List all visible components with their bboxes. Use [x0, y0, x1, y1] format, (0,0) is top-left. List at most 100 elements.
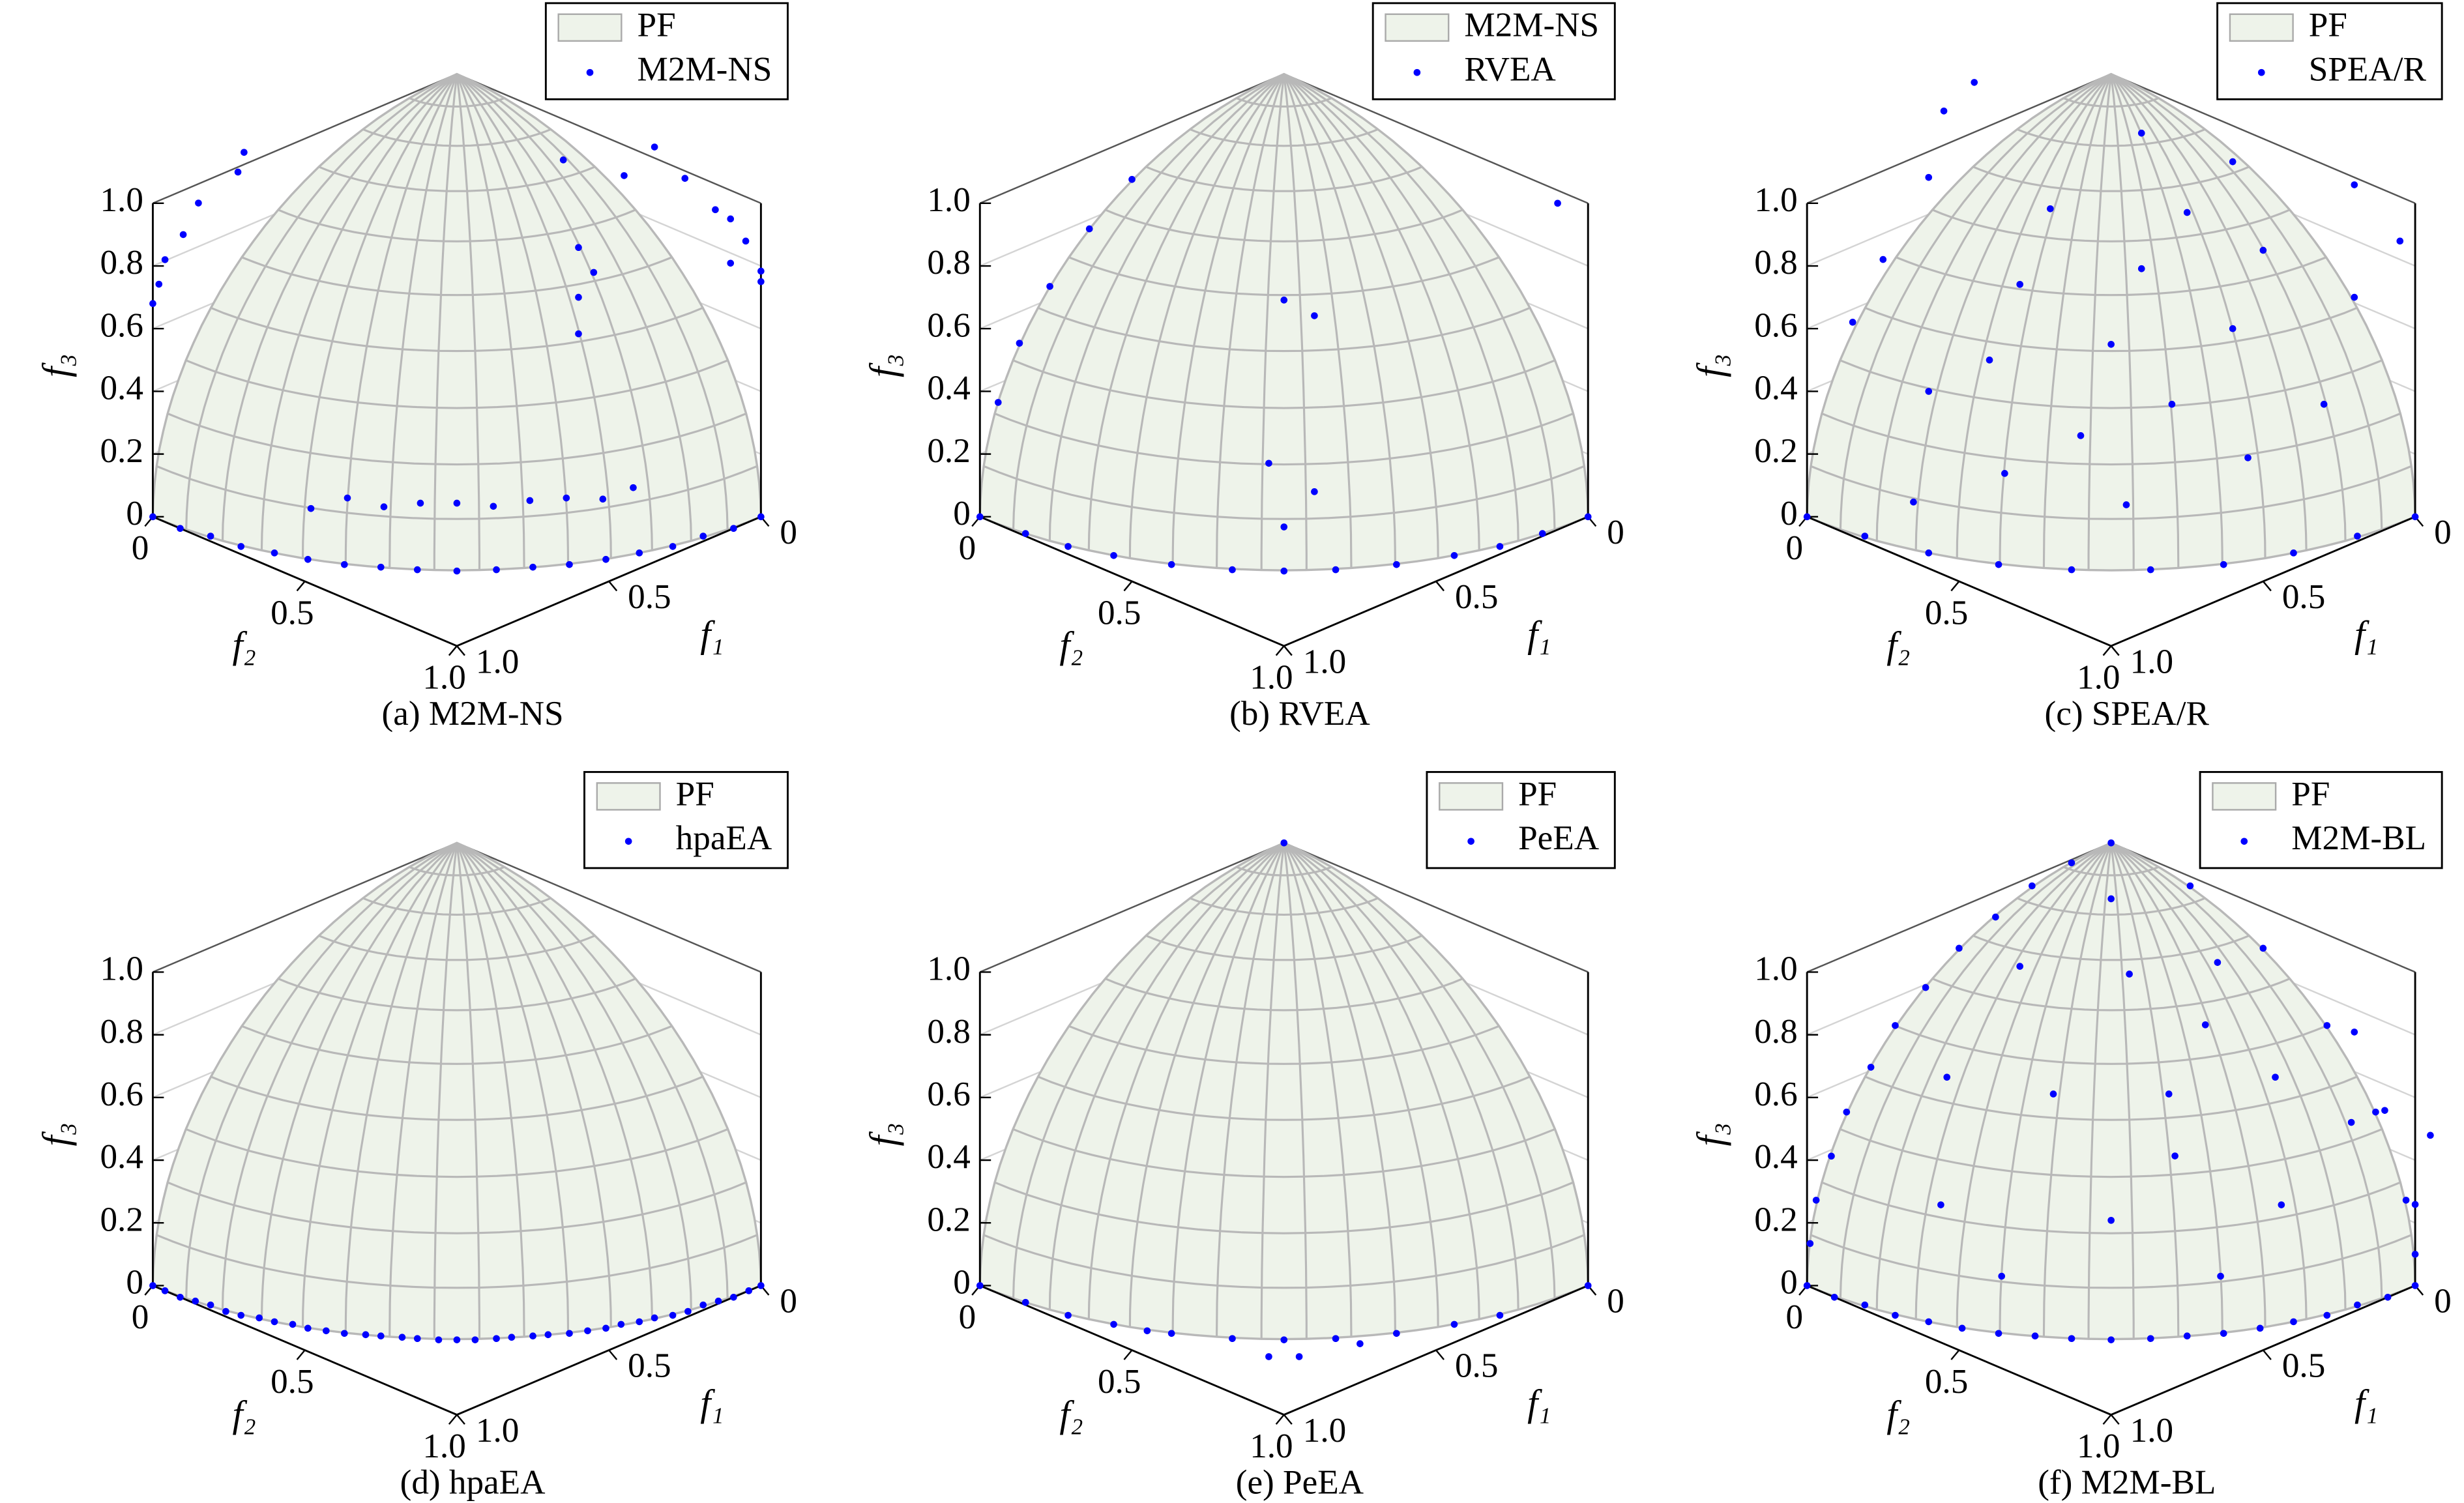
pf-surface	[978, 841, 1589, 1341]
z-tick-label: 0.2	[1754, 1200, 1797, 1238]
panel: 0 0.2 0.4 0.6 0.8 1.0 0 0.5 1.0 0 0.5 1.0 f₃ f₂ f₁ PF hp…	[35, 770, 797, 1502]
legend-label: PF	[1518, 774, 1557, 813]
point	[1995, 1330, 2002, 1337]
point	[2351, 181, 2358, 188]
point	[1280, 523, 1288, 531]
point	[1828, 1152, 1835, 1160]
z-tick-label: 1.0	[1754, 181, 1797, 219]
legend-label: M2M-NS	[638, 50, 772, 88]
x-tick-label: 0	[1607, 513, 1624, 551]
caption: (d) hpaEA	[400, 1463, 546, 1502]
point	[2137, 129, 2145, 137]
point	[757, 267, 765, 275]
point	[2381, 1107, 2388, 1114]
point	[1110, 1321, 1117, 1328]
z-tick-label: 0	[1780, 1263, 1798, 1302]
pf-parallel	[185, 1128, 729, 1178]
point	[699, 533, 707, 540]
legend-label: PF	[2309, 6, 2347, 44]
x-tick-label: 0	[2434, 1282, 2452, 1321]
pf-parallel	[1896, 256, 2327, 297]
point	[2347, 1118, 2355, 1126]
point	[2290, 1318, 2297, 1326]
point	[271, 549, 278, 557]
point	[340, 561, 348, 568]
point	[2259, 246, 2267, 254]
pf-parallel	[156, 465, 758, 520]
point	[2214, 959, 2222, 966]
z-tick-label: 0.4	[927, 1137, 970, 1176]
point	[1016, 340, 1023, 347]
point	[2220, 1330, 2227, 1337]
panel: 0 0.2 0.4 0.6 0.8 1.0 0 0.5 1.0 0 0.5 1.0 f₃ f₂ f₁ PF SP…	[1689, 2, 2452, 733]
z-tick-label: 0	[953, 1263, 971, 1302]
pf-parallel	[362, 897, 551, 916]
panel: 0 0.2 0.4 0.6 0.8 1.0 0 0.5 1.0 0 0.5 1.0 f₃ f₂ f₁ M2M-…	[862, 2, 1624, 733]
pf-parallel	[1105, 209, 1463, 242]
x-tick	[456, 1414, 465, 1425]
z-axis-label: f₃	[862, 354, 904, 377]
point	[1496, 1311, 1504, 1319]
point	[149, 513, 156, 521]
z-axis-label: f₃	[35, 1122, 77, 1146]
pf-parallel	[1896, 1025, 2327, 1065]
point	[2001, 470, 2008, 477]
point	[544, 1331, 552, 1339]
point	[2122, 501, 2130, 508]
pf-parallel	[1068, 256, 1500, 297]
legend: PF PeEA	[1426, 770, 1616, 869]
legend-swatch	[2229, 13, 2294, 42]
point	[1167, 1330, 1175, 1337]
point	[1937, 1201, 1944, 1208]
pf-parallel	[167, 413, 747, 466]
z-tick-label: 0.8	[100, 1012, 143, 1051]
point	[1971, 79, 1978, 86]
point	[1958, 1324, 1966, 1332]
x-tick	[1435, 581, 1445, 592]
pf-parallel	[278, 978, 636, 1012]
pf-parallel	[1810, 465, 2412, 520]
box-edge	[979, 1285, 1589, 1416]
panel: 0 0.2 0.4 0.6 0.8 1.0 0 0.5 1.0 0 0.5 1.0 f₃ f₂ f₁ PF Pe…	[862, 770, 1624, 1502]
point	[2107, 895, 2115, 903]
point	[241, 149, 248, 156]
pf-parallel	[1973, 935, 2250, 961]
z-tick-label: 0.6	[927, 306, 970, 344]
caption: (a) M2M-NS	[382, 694, 564, 733]
point	[745, 1287, 753, 1294]
point	[1128, 175, 1136, 183]
point	[222, 1307, 229, 1315]
point	[2351, 293, 2358, 301]
point	[1143, 1327, 1151, 1335]
point	[2068, 566, 2075, 574]
point	[1332, 566, 1340, 574]
point	[1995, 561, 2002, 568]
x-tick-label: 1.0	[2130, 642, 2173, 680]
caption: (b) RVEA	[1229, 694, 1370, 733]
y-tick-label: 1.0	[422, 658, 465, 696]
x-tick-label: 0.5	[628, 577, 671, 616]
pf-parallel	[1037, 306, 1531, 353]
point	[727, 215, 735, 223]
point	[1925, 1318, 1933, 1326]
y-tick	[448, 1414, 458, 1425]
z-tick-label: 0	[1780, 494, 1798, 533]
pf-parallel	[409, 866, 505, 877]
point	[1892, 1022, 1899, 1029]
point	[2107, 1336, 2115, 1343]
legend: PF SPEA/R	[2216, 2, 2443, 100]
z-tick-label: 0.8	[927, 243, 970, 282]
z-tick-label: 0.8	[1754, 1012, 1797, 1051]
pf-surface	[1806, 72, 2416, 572]
y-tick	[296, 581, 306, 592]
pf-parallel	[1236, 97, 1332, 108]
point	[669, 543, 677, 550]
point	[630, 484, 637, 491]
point	[2427, 1131, 2434, 1139]
point	[237, 1311, 245, 1319]
point	[1496, 543, 1504, 550]
point	[976, 513, 984, 521]
point	[529, 1332, 536, 1340]
legend-swatch	[557, 13, 623, 42]
